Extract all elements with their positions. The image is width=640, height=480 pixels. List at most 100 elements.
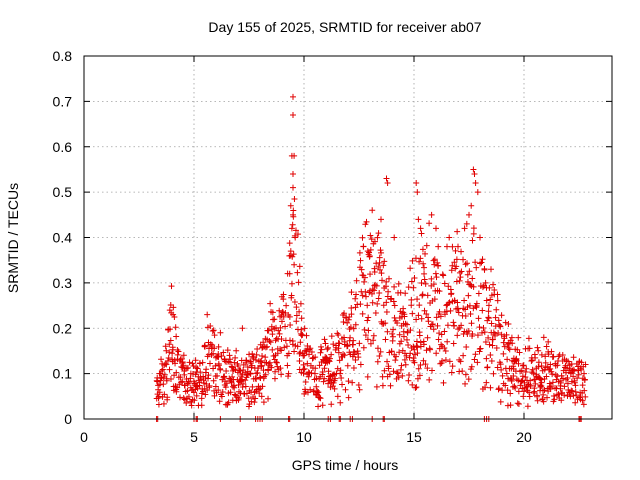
data-point [358,266,365,273]
data-point [561,383,568,390]
data-point [567,393,574,400]
data-point [317,395,324,402]
data-point [442,348,449,355]
data-point [167,337,174,344]
data-point [235,395,242,402]
data-point [328,351,335,358]
data-point [570,373,577,380]
data-point [211,332,218,339]
data-point [272,368,279,375]
data-point [277,365,284,372]
data-point [257,358,264,365]
data-point [572,382,579,389]
data-point [532,354,539,361]
data-point [513,357,520,364]
data-point [436,288,443,295]
data-point [431,296,438,303]
data-point [540,391,547,398]
data-point [258,362,265,369]
data-point [210,327,217,334]
data-point [425,318,432,325]
data-point [471,170,478,177]
data-point [458,248,465,255]
data-point [423,242,430,249]
data-point [428,275,435,282]
data-point [438,331,445,338]
data-point [493,345,500,352]
data-point [426,220,433,227]
data-point [433,274,440,281]
data-point [212,362,219,369]
data-point [520,388,527,395]
data-point [419,246,426,253]
data-point [317,349,324,356]
data-point [223,367,230,374]
data-point [163,377,170,384]
data-point [469,330,476,337]
data-point [339,381,346,388]
data-point [501,335,508,342]
data-point [411,274,418,281]
data-point [304,360,311,367]
data-point [217,329,224,336]
data-point [526,393,533,400]
data-point [436,330,443,337]
data-point [479,256,486,263]
data-point [420,338,427,345]
data-point [353,277,360,284]
data-point [286,240,293,247]
data-point [427,346,434,353]
chart-title: Day 155 of 2025, SRMTID for receiver ab0… [208,19,481,35]
data-point [440,272,447,279]
data-point [504,356,511,363]
data-point [378,216,384,223]
data-point [542,353,549,360]
data-point [429,321,436,328]
data-point [387,382,394,389]
data-point [177,374,184,381]
data-point [531,388,538,395]
data-point [361,274,368,281]
data-point [290,251,297,258]
data-point [424,334,431,341]
data-point [244,364,251,371]
data-point [341,310,348,317]
data-point [559,351,566,358]
data-point [446,358,453,365]
data-point [383,299,390,306]
data-point [420,260,427,267]
data-point [341,352,348,359]
data-point [297,300,304,307]
data-point [407,265,414,272]
data-point [318,346,325,353]
data-point [316,362,323,369]
data-point [448,369,455,376]
data-point [404,321,411,328]
data-point [337,399,344,406]
data-point [250,355,257,362]
data-point [488,320,495,327]
data-point [235,382,242,389]
data-point [421,276,428,283]
data-point [239,371,246,378]
data-point [210,377,217,384]
data-point [364,317,371,324]
data-point [301,352,308,359]
data-point [465,292,472,299]
data-point [554,373,561,380]
data-point [252,357,259,364]
data-point [535,363,542,370]
data-point [428,321,435,328]
data-point [285,350,292,357]
data-point [554,391,561,398]
data-point [197,369,204,376]
data-point [375,295,382,302]
data-point [352,321,359,328]
data-point [545,351,552,358]
data-point [162,360,169,367]
data-point [378,249,385,256]
data-point [262,354,269,361]
data-point [290,184,296,191]
data-point [278,371,285,378]
data-point [401,311,408,318]
